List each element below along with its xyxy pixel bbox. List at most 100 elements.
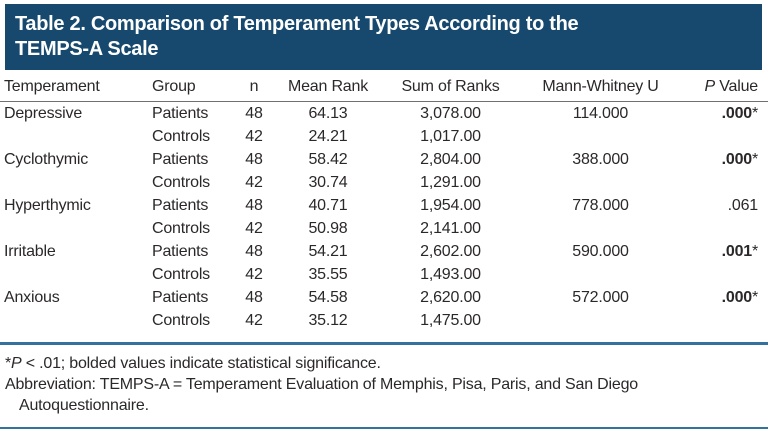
col-header-group: Group [152,74,230,102]
p-value: .001 [721,243,753,260]
p-value: .000 [721,289,753,306]
cell-sum-of-ranks: 2,602.00 [420,243,481,260]
cell-sum-of-ranks: 3,078.00 [420,105,481,122]
cell-mean-rank: 54.58 [308,289,348,306]
significance-asterisk: * [751,105,758,122]
cell-sum-of-ranks: 2,141.00 [420,220,481,237]
cell-n: 42 [245,220,263,237]
p-value: .000 [721,105,753,122]
bottom-border-line [0,426,768,429]
cell-group: Controls [152,266,210,283]
significance-asterisk: * [751,151,758,168]
footnote-abbreviation-line-2: Autoquestionnaire. [19,396,149,414]
table-row: Depressive Patients 48 64.13 3,078.00 11… [0,102,768,126]
table-row: Controls 42 50.98 2,141.00 [0,217,768,240]
temperament-comparison-table: Temperament Group n Mean Rank Sum of Ran… [0,74,768,332]
cell-n: 42 [245,266,263,283]
cell-sum-of-ranks: 1,493.00 [420,266,481,283]
cell-group: Controls [152,220,210,237]
table-footer-divider-line [0,342,768,345]
cell-sum-of-ranks: 2,620.00 [420,289,481,306]
col-header-mean-rank: Mean Rank [278,74,378,102]
table-row: Controls 42 24.21 1,017.00 [0,125,768,148]
cell-mean-rank: 58.42 [308,151,348,168]
cell-p-value [678,171,768,194]
cell-mean-rank: 35.12 [308,312,348,329]
p-value-header-italic-p: P [704,78,716,95]
cell-n: 48 [245,197,263,214]
cell-mean-rank: 30.74 [308,174,348,191]
col-header-mann-whitney-u: Mann-Whitney U [523,74,678,102]
header-row: Temperament Group n Mean Rank Sum of Ran… [0,74,768,102]
table-row: Anxious Patients 48 54.58 2,620.00 572.0… [0,286,768,309]
table-title-bar: Table 2. Comparison of Temperament Types… [5,4,762,70]
footnote-italic-p: P [11,354,22,372]
footnote-significance-text: < .01; bolded values indicate statistica… [21,354,381,372]
cell-sum-of-ranks: 1,291.00 [420,174,481,191]
table-row: Irritable Patients 48 54.21 2,602.00 590… [0,240,768,263]
cell-n: 48 [245,289,263,306]
cell-group: Controls [152,312,210,329]
cell-p-value: .000* [678,286,768,309]
cell-mann-whitney-u: 590.000 [572,243,629,260]
cell-p-value [678,217,768,240]
significance-asterisk: * [751,289,758,306]
footnote-abbreviation-line-1: Abbreviation: TEMPS-A = Temperament Eval… [5,375,638,393]
cell-mann-whitney-u [523,217,678,240]
cell-n: 48 [245,105,263,122]
cell-temperament [0,217,152,240]
cell-n: 48 [245,243,263,260]
col-header-sum-of-ranks: Sum of Ranks [378,74,523,102]
cell-p-value: .000* [678,102,768,126]
significance-asterisk: * [751,243,758,260]
cell-mean-rank: 24.21 [308,128,348,145]
cell-group: Controls [152,174,210,191]
cell-mann-whitney-u [523,263,678,286]
footnotes: *P < .01; bolded values indicate statist… [0,345,768,416]
cell-p-value: .001* [678,240,768,263]
cell-mann-whitney-u: 388.000 [572,151,629,168]
cell-mann-whitney-u [523,309,678,332]
footnote-asterisk: * [5,354,12,372]
cell-n: 48 [245,151,263,168]
cell-sum-of-ranks: 1,475.00 [420,312,481,329]
cell-mean-rank: 40.71 [308,197,348,214]
cell-p-value [678,309,768,332]
cell-temperament [0,171,152,194]
cell-mean-rank: 35.55 [308,266,348,283]
cell-mean-rank: 64.13 [308,105,348,122]
cell-n: 42 [245,312,263,329]
col-header-n: n [230,74,278,102]
cell-group: Patients [152,151,209,168]
cell-temperament: Cyclothymic [4,151,89,168]
cell-mann-whitney-u [523,125,678,148]
footnote-significance: *P < .01; bolded values indicate statist… [5,353,762,374]
p-value: .000 [721,151,753,168]
table-row: Controls 42 30.74 1,291.00 [0,171,768,194]
cell-group: Patients [152,289,209,306]
cell-temperament: Irritable [4,243,56,260]
cell-mann-whitney-u: 114.000 [572,105,629,122]
cell-mann-whitney-u: 778.000 [572,197,629,214]
table-row: Cyclothymic Patients 48 58.42 2,804.00 3… [0,148,768,171]
cell-p-value [678,263,768,286]
col-header-temperament: Temperament [0,74,152,102]
cell-group: Controls [152,128,210,145]
table-row: Controls 42 35.12 1,475.00 [0,309,768,332]
table-row: Hyperthymic Patients 48 40.71 1,954.00 7… [0,194,768,217]
cell-p-value: .061 [678,194,768,217]
cell-sum-of-ranks: 1,017.00 [420,128,481,145]
cell-mann-whitney-u: 572.000 [572,289,629,306]
cell-n: 42 [245,128,263,145]
cell-n: 42 [245,174,263,191]
table-title-line-2: TEMPS-A Scale [15,38,159,60]
cell-sum-of-ranks: 2,804.00 [420,151,481,168]
p-value: .061 [727,197,759,214]
col-header-p-value: P Value [678,74,768,102]
cell-mean-rank: 54.21 [308,243,348,260]
p-value-header-rest: Value [715,78,758,95]
cell-temperament: Hyperthymic [4,197,91,214]
cell-temperament [0,309,152,332]
cell-p-value: .000* [678,148,768,171]
